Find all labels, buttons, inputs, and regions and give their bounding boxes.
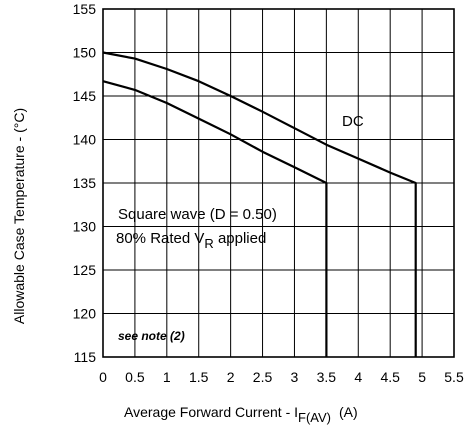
rated-voltage-label: 80% Rated VR applied	[116, 230, 266, 251]
x-axis-title-subscript: F(AV)	[298, 410, 331, 425]
grid	[103, 9, 454, 357]
y-tick-label: 155	[73, 1, 97, 17]
y-tick-label: 125	[73, 262, 97, 278]
x-tick-label: 3.5	[317, 369, 337, 385]
series-line-dc	[102, 51, 417, 357]
x-axis-title-unit: (A)	[339, 404, 358, 420]
y-tick-label: 150	[73, 45, 97, 61]
series-lines	[102, 51, 417, 357]
plot-area-frame	[102, 8, 455, 358]
x-tick-label: 5.5	[444, 369, 464, 385]
note-label: see note (2)	[118, 329, 185, 343]
x-tick-label: 0.5	[125, 369, 145, 385]
square-wave-label: Square wave (D = 0.50)	[118, 206, 277, 223]
y-axis-title: Allowable Case Temperature - (°C)	[11, 108, 27, 324]
x-tick-label: 2.5	[253, 369, 273, 385]
x-tick-label: 4.5	[380, 369, 400, 385]
series-line-square-wave	[102, 80, 328, 357]
x-axis-title: Average Forward Current - IF(AV) (A)	[124, 404, 358, 425]
x-tick-label: 3	[291, 369, 299, 385]
y-tick-label: 145	[73, 88, 97, 104]
x-tick-label: 1.5	[189, 369, 209, 385]
y-tick-label: 120	[73, 306, 97, 322]
x-tick-label: 0	[99, 369, 107, 385]
y-tick-label: 140	[73, 132, 97, 148]
dc-label: DC	[342, 113, 364, 130]
x-tick-label: 4	[354, 369, 362, 385]
rated-voltage-subscript: R	[204, 236, 213, 251]
x-tick-label: 1	[163, 369, 171, 385]
x-tick-labels: 0 0.5 1 1.5 2 2.5 3 3.5 4 4.5 5 5.5	[99, 369, 464, 385]
x-tick-label: 2	[227, 369, 235, 385]
x-axis-title-main: Average Forward Current - I	[124, 404, 298, 420]
x-tick-label: 5	[418, 369, 426, 385]
y-tick-label: 130	[73, 219, 97, 235]
rated-voltage-text-a: 80% Rated V	[116, 230, 204, 247]
y-tick-labels: 115 120 125 130 135 140 145 150 155	[73, 1, 97, 365]
y-tick-label: 135	[73, 175, 97, 191]
rated-voltage-text-b: applied	[214, 230, 267, 247]
y-tick-label: 115	[74, 349, 97, 365]
